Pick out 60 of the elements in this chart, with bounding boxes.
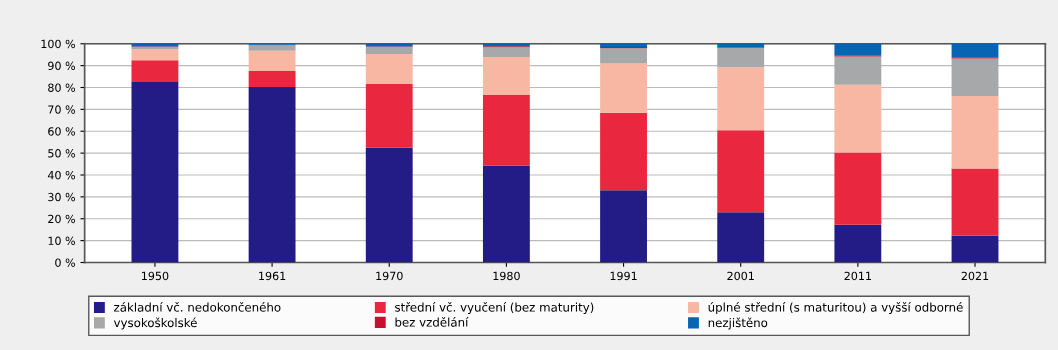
x-tick-label: 1980 (493, 271, 520, 281)
bar (951, 96, 999, 169)
y-tick-label: 40 % (47, 170, 75, 180)
y-tick-label: 0 % (55, 258, 75, 267)
bar (717, 67, 765, 131)
bar (834, 84, 882, 153)
legend-label: nezjištěno (708, 317, 768, 330)
bar (717, 47, 765, 68)
bar (365, 54, 413, 84)
bar (248, 87, 296, 263)
bar (482, 57, 530, 95)
bar (951, 235, 999, 263)
bar (951, 168, 999, 236)
bar (482, 94, 530, 166)
x-tick-label: 1961 (259, 271, 286, 281)
x-tick-label: 2011 (844, 271, 871, 281)
legend-label: úplné střední (s maturitou) a vyšší odborné (708, 302, 963, 314)
bar (365, 47, 413, 55)
bar (951, 58, 999, 97)
bar (131, 82, 179, 263)
bar (951, 43, 999, 58)
y-tick-label: 100 % (41, 39, 75, 49)
legend-label: bez vzdělání (395, 317, 469, 327)
legend-label: střední vč. vyučení (bez maturity) (395, 302, 594, 314)
bar (834, 43, 882, 56)
bar (600, 63, 647, 113)
x-tick-label: 1950 (142, 271, 169, 281)
y-tick-label: 20 % (48, 214, 75, 224)
bar (717, 212, 765, 263)
bar (717, 43, 765, 48)
bar (834, 152, 882, 225)
legend-label: vysokoškolské (113, 317, 197, 330)
x-tick-label: 2001 (727, 271, 754, 281)
bar (717, 130, 765, 213)
bar (365, 147, 413, 263)
bar (248, 71, 296, 88)
x-tick-label: 2021 (961, 271, 989, 281)
bar (600, 190, 647, 263)
bar (131, 49, 179, 61)
y-tick-label: 30 % (48, 192, 75, 202)
x-tick-label: 1991 (610, 271, 637, 281)
bar (248, 45, 296, 51)
bar (365, 84, 413, 148)
bar (600, 112, 647, 191)
bar (834, 56, 882, 85)
x-tick-label: 1970 (376, 271, 403, 281)
bar (482, 47, 530, 58)
bar (482, 165, 530, 263)
y-tick-label: 80 % (48, 83, 75, 92)
y-tick-label: 50 % (48, 149, 75, 158)
y-tick-label: 10 % (48, 236, 75, 245)
y-tick-label: 70 % (48, 105, 75, 114)
bar (600, 43, 647, 48)
bar (600, 48, 647, 64)
y-tick-label: 60 % (48, 127, 75, 136)
bar (131, 60, 179, 83)
legend-label: základní vč. nedokončeného (114, 302, 281, 312)
bar (248, 50, 296, 72)
bar (834, 224, 882, 263)
y-tick-label: 90 % (48, 61, 75, 70)
